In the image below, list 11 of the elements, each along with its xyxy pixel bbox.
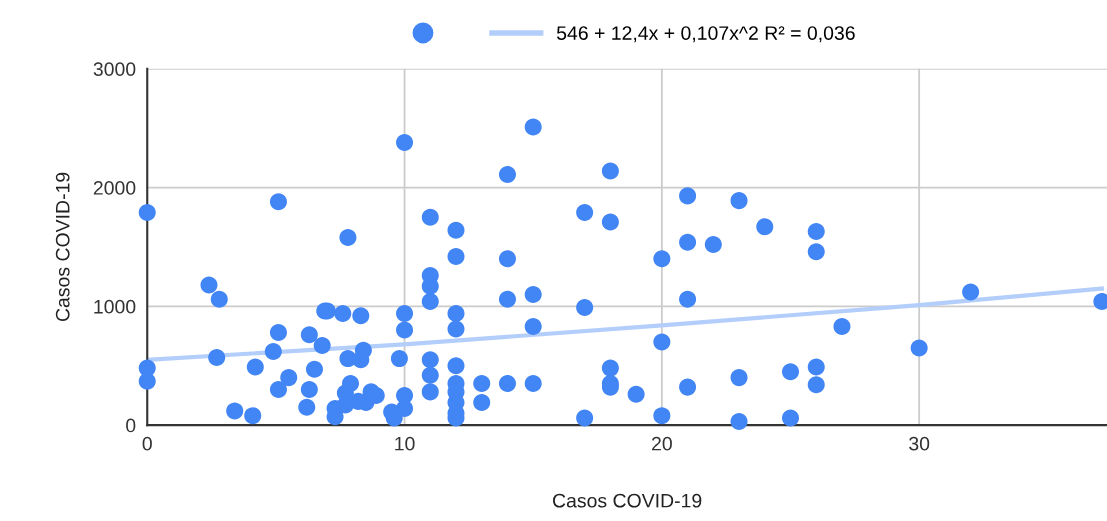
x-axis-title: Casos COVID-19	[553, 493, 702, 508]
y-tick-label: 0	[126, 418, 136, 433]
x-tick-label: 0	[142, 436, 152, 451]
y-tick-label: 3000	[93, 62, 136, 77]
x-tick-label: 30	[909, 436, 930, 451]
x-tick-label: 20	[652, 436, 672, 451]
y-tick-label: 1000	[94, 299, 136, 314]
y-axis-title: Casos COVID-19	[55, 172, 70, 322]
y-tick-label: 2000	[93, 181, 136, 195]
x-tick-label: 10	[395, 436, 415, 451]
legend-label: 546 + 12,4x + 0,107x^2 R² = 0,036	[556, 26, 855, 43]
